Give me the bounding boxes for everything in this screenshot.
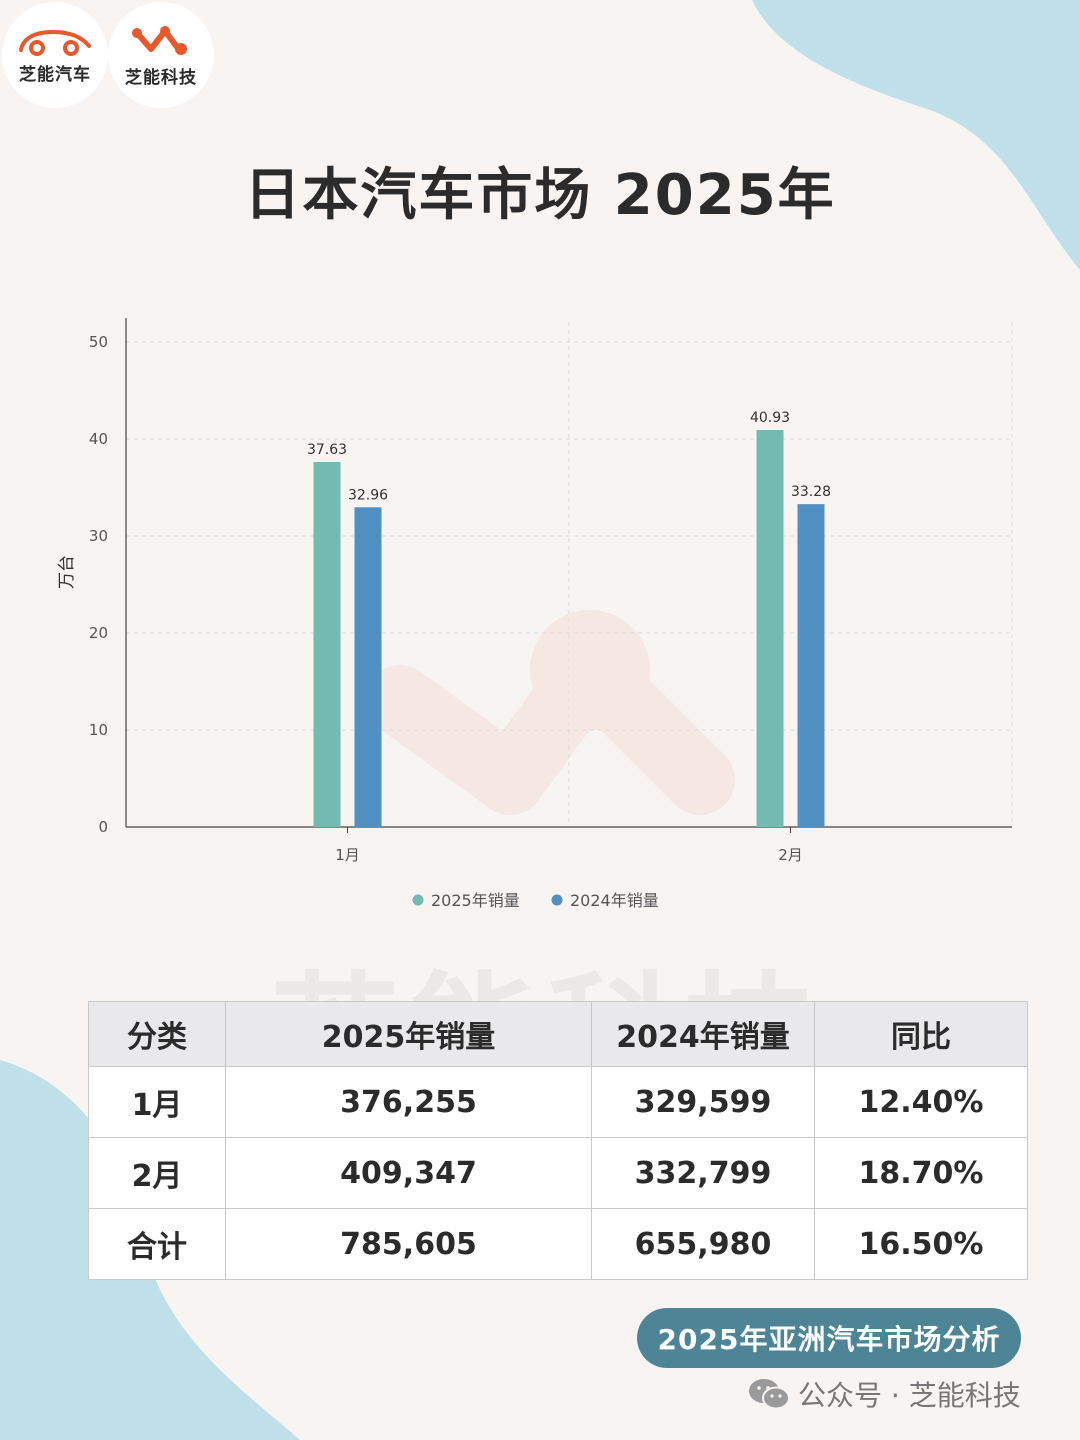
bar-2025 — [313, 461, 341, 827]
footer-source-text: 公众号 · 芝能科技 — [798, 1379, 1021, 1412]
bar-2024 — [354, 507, 382, 827]
cell-2025: 785,605 — [225, 1208, 592, 1280]
footer-source: 公众号 · 芝能科技 — [748, 1374, 1021, 1414]
cell-2025: 409,347 — [225, 1137, 592, 1209]
axis-layer: 0 10 20 30 40 50 1月 2月 — [89, 318, 1012, 864]
cell-2025: 376,255 — [225, 1066, 592, 1138]
header-2024: 2024年销量 — [591, 1001, 815, 1067]
row-label: 1月 — [88, 1066, 226, 1138]
x-tick-label: 2月 — [778, 846, 803, 864]
x-tick-label: 1月 — [335, 846, 360, 864]
table-row: 合计 785,605 655,980 16.50% — [88, 1208, 1028, 1280]
data-label: 37.63 — [307, 442, 347, 458]
chart-legend: 2025年销量 2024年销量 — [412, 891, 659, 910]
sales-table: 分类 2025年销量 2024年销量 同比 1月 376,255 329,599… — [88, 1001, 1028, 1280]
row-label: 合计 — [88, 1208, 226, 1280]
logo-zhineng-tech: 芝能科技 — [108, 2, 214, 108]
data-label: 33.28 — [791, 484, 831, 500]
network-logo-icon — [132, 25, 187, 55]
grid-layer — [126, 322, 1013, 827]
logo1-label: 芝能汽车 — [19, 64, 91, 85]
chart-watermark-logo — [365, 610, 735, 815]
label-layer: 37.63 32.96 40.93 33.28 — [307, 410, 831, 503]
table-header-row: 分类 2025年销量 2024年销量 同比 — [88, 1001, 1028, 1067]
header-category: 分类 — [88, 1001, 226, 1067]
legend-marker — [551, 894, 563, 906]
y-tick-label: 40 — [89, 430, 108, 448]
cell-yoy: 18.70% — [814, 1137, 1028, 1209]
row-label: 2月 — [88, 1137, 226, 1209]
logo2-label: 芝能科技 — [125, 67, 197, 88]
y-tick-label: 20 — [89, 624, 108, 642]
y-tick-label: 10 — [89, 721, 108, 739]
cell-2024: 329,599 — [591, 1066, 815, 1138]
data-label: 40.93 — [750, 410, 790, 426]
header-2025: 2025年销量 — [225, 1001, 592, 1067]
y-tick-label: 0 — [98, 818, 108, 836]
bar-2024 — [797, 504, 825, 827]
header-yoy: 同比 — [814, 1001, 1028, 1067]
cell-2024: 332,799 — [591, 1137, 815, 1209]
cell-2024: 655,980 — [591, 1208, 815, 1280]
bar-2025 — [756, 429, 784, 827]
y-tick-label: 50 — [89, 333, 108, 351]
cell-yoy: 16.50% — [814, 1208, 1028, 1280]
y-axis-title: 万台 — [57, 555, 77, 589]
legend-label: 2024年销量 — [570, 891, 659, 910]
page-title: 日本汽车市场 2025年 — [244, 163, 836, 228]
table-row: 2月 409,347 332,799 18.70% — [88, 1137, 1028, 1209]
cell-yoy: 12.40% — [814, 1066, 1028, 1138]
legend-label: 2025年销量 — [431, 891, 520, 910]
wechat-icon — [749, 1379, 790, 1410]
data-label: 32.96 — [348, 487, 388, 503]
legend-marker — [412, 894, 424, 906]
report-tag: 2025年亚洲汽车市场分析 — [637, 1308, 1021, 1368]
table-row: 1月 376,255 329,599 12.40% — [88, 1066, 1028, 1138]
y-tick-label: 30 — [89, 527, 108, 545]
bar-layer — [313, 429, 825, 827]
car-logo-icon — [19, 29, 91, 56]
logo-group: 芝能汽车 芝能科技 — [2, 2, 214, 108]
logo-zhineng-auto: 芝能汽车 — [2, 2, 108, 108]
